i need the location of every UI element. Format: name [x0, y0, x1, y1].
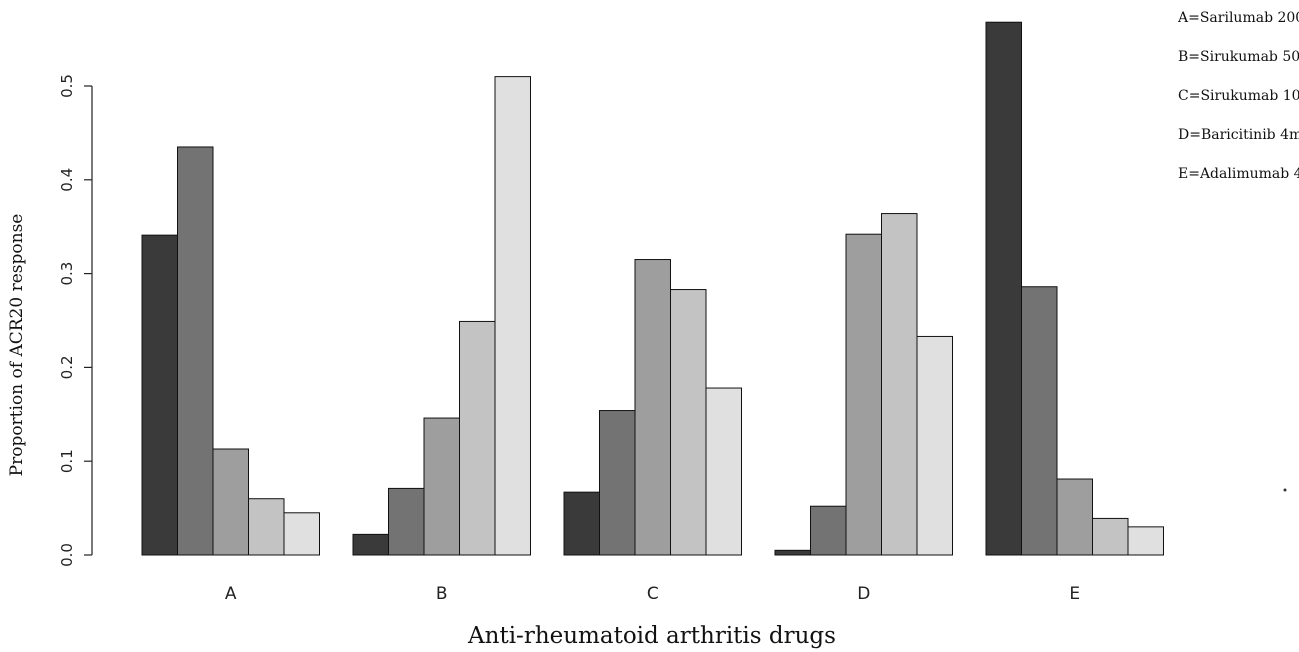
bar: [423, 417, 460, 556]
bar: [1056, 478, 1093, 556]
y-axis: 0.0 0.1 0.2 0.3 0.4 0.5: [58, 74, 93, 567]
bars: [141, 21, 1164, 556]
legend-entry: B=Sirukumab 50mg: [1178, 49, 1299, 65]
bar-group-e: [985, 21, 1164, 556]
bar: [1127, 526, 1164, 556]
y-tick-label: 0.3: [58, 262, 76, 286]
bar: [810, 505, 847, 556]
bar: [283, 512, 320, 556]
y-tick-label: 0.0: [58, 543, 76, 567]
legend-entry: C=Sirukumab 100mg: [1178, 88, 1299, 104]
legend: A=Sarilumab 200mg B=Sirukumab 50mg C=Siruk…: [1177, 10, 1299, 182]
y-axis-title: Proportion of ACR20 response: [7, 214, 27, 477]
x-tick-label: B: [436, 584, 448, 604]
bar: [916, 335, 953, 556]
bar: [634, 259, 671, 556]
stray-dot: [1283, 488, 1287, 492]
bar: [599, 410, 636, 556]
bar: [705, 387, 742, 556]
x-tick-label: D: [857, 584, 870, 604]
bar: [845, 233, 882, 556]
bar: [177, 146, 214, 556]
x-axis-labels: A B C D E: [225, 584, 1080, 604]
x-tick-label: E: [1069, 584, 1080, 604]
x-tick-label: A: [225, 584, 237, 604]
bar: [774, 549, 811, 556]
y-tick-label: 0.5: [58, 74, 76, 98]
bar-group-c: [563, 259, 742, 556]
bar: [248, 498, 285, 556]
bar-group-a: [141, 146, 320, 556]
y-tick-label: 0.2: [58, 355, 76, 379]
bar: [141, 234, 178, 556]
bar-group-b: [352, 76, 531, 556]
y-tick-label: 0.4: [58, 168, 76, 192]
bar: [881, 213, 918, 556]
x-axis-title: Anti-rheumatoid arthritis drugs: [467, 623, 836, 649]
legend-entry: E=Adalimumab 40mg: [1178, 166, 1299, 182]
bar: [1021, 286, 1058, 556]
bar: [388, 487, 425, 556]
bar: [212, 448, 249, 556]
x-tick-label: C: [647, 584, 659, 604]
bar-group-d: [774, 213, 953, 556]
bar: [494, 76, 531, 556]
bar: [563, 491, 600, 556]
y-tick-label: 0.1: [58, 449, 76, 473]
bar: [352, 533, 389, 556]
legend-entry: A=Sarilumab 200mg: [1177, 10, 1299, 26]
legend-entry: D=Baricitinib 4mg: [1178, 127, 1299, 143]
bar: [670, 289, 707, 556]
bar: [459, 320, 496, 556]
bar: [985, 21, 1022, 556]
bar: [1092, 517, 1129, 556]
